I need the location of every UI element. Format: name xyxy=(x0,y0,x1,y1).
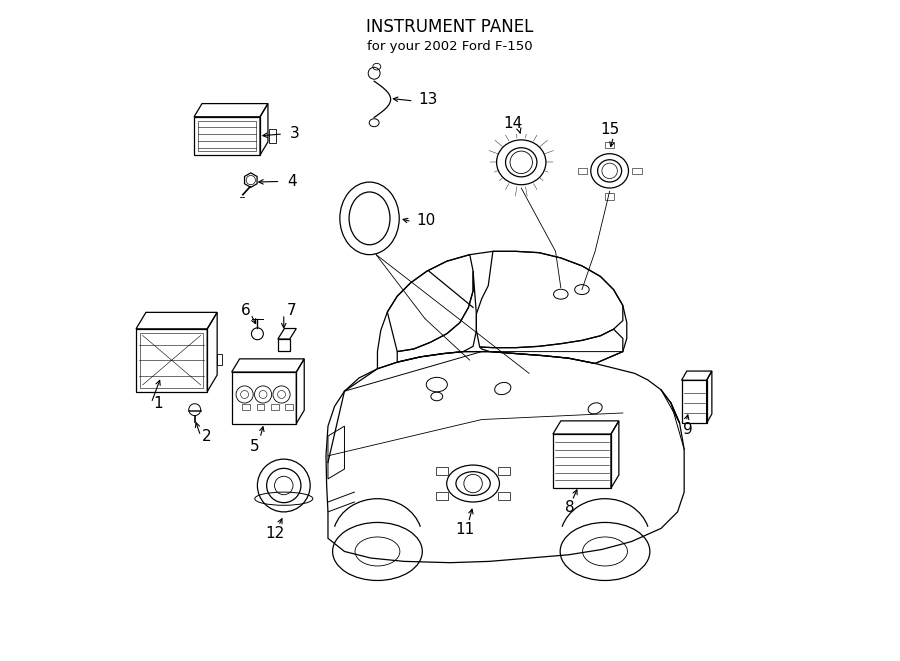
Text: 8: 8 xyxy=(564,500,574,515)
Text: 5: 5 xyxy=(250,439,259,454)
Text: 13: 13 xyxy=(418,92,437,107)
Text: 10: 10 xyxy=(417,213,436,228)
Text: for your 2002 Ford F-150: for your 2002 Ford F-150 xyxy=(367,40,533,54)
Text: 14: 14 xyxy=(503,116,522,131)
Text: 11: 11 xyxy=(454,522,474,537)
Text: INSTRUMENT PANEL: INSTRUMENT PANEL xyxy=(366,18,534,36)
Text: 3: 3 xyxy=(290,126,300,141)
Text: 15: 15 xyxy=(600,122,620,137)
Text: 9: 9 xyxy=(682,422,692,437)
Text: 2: 2 xyxy=(202,428,211,444)
Text: 12: 12 xyxy=(265,525,284,541)
Text: 1: 1 xyxy=(153,395,163,410)
Text: 7: 7 xyxy=(287,303,297,317)
Text: 6: 6 xyxy=(240,303,250,317)
Text: 4: 4 xyxy=(287,174,297,189)
